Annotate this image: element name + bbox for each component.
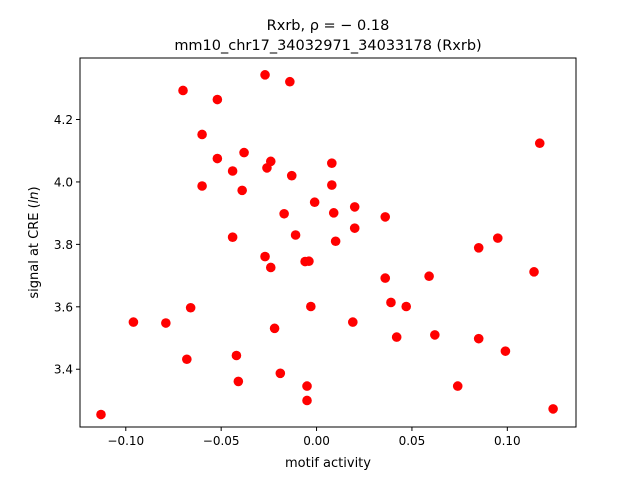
data-point [302, 395, 312, 406]
chart-title-line1: Rxrb, ρ = − 0.18 [267, 18, 390, 34]
data-point [96, 409, 106, 420]
data-point [534, 138, 545, 149]
data-point [265, 156, 276, 167]
data-point [386, 297, 396, 308]
y-axis-label-suffix: ) [27, 186, 42, 191]
x-axis-label: motif activity [285, 456, 371, 471]
y-axis-label-italic: ln [27, 191, 42, 203]
data-point [302, 381, 312, 391]
data-point [231, 350, 242, 361]
y-tick-label: 3.4 [54, 363, 73, 377]
data-points [96, 70, 558, 420]
data-point [349, 202, 360, 212]
data-point [285, 76, 295, 87]
data-point [309, 197, 320, 208]
data-point [380, 273, 391, 283]
data-point [161, 318, 171, 328]
data-point [128, 317, 139, 327]
data-point [391, 332, 402, 342]
data-point [260, 251, 270, 262]
x-tick-label: −0.05 [203, 434, 240, 448]
data-point [269, 323, 280, 334]
data-point [233, 376, 244, 387]
x-tick-label: 0.05 [399, 434, 426, 448]
data-point [330, 236, 341, 247]
data-point [304, 256, 314, 267]
x-tick-label: 0.00 [303, 434, 330, 448]
data-point [529, 267, 539, 277]
y-axis-ticks: 3.4 3.6 3.8 4.0 4.2 [54, 113, 80, 377]
y-tick-label: 3.6 [54, 300, 73, 314]
data-point [185, 302, 196, 313]
y-tick-label: 3.8 [54, 238, 73, 252]
data-point [349, 223, 360, 233]
data-point [182, 354, 192, 365]
data-point [227, 232, 238, 242]
data-point [473, 243, 484, 253]
y-tick-label: 4.0 [54, 175, 73, 189]
data-point [178, 85, 188, 96]
data-point [212, 153, 223, 164]
data-point [279, 208, 289, 219]
data-point [452, 381, 463, 391]
data-point [327, 158, 337, 169]
data-point [197, 129, 207, 140]
data-point [473, 333, 484, 344]
data-point [197, 181, 207, 191]
y-tick-label: 4.2 [54, 113, 73, 127]
data-point [348, 317, 358, 327]
data-point [328, 208, 339, 218]
data-point [286, 170, 297, 181]
x-tick-label: 0.10 [494, 434, 521, 448]
data-point [327, 180, 337, 190]
data-point [492, 233, 503, 243]
data-point [239, 147, 249, 158]
data-point [290, 230, 301, 240]
data-point [227, 166, 238, 176]
plot-area-frame [79, 57, 577, 428]
data-point [212, 94, 223, 105]
data-point [380, 212, 391, 222]
data-point [260, 70, 270, 80]
data-point [237, 185, 247, 196]
data-point [500, 346, 511, 356]
data-point [275, 368, 286, 379]
data-point [430, 330, 440, 340]
data-point [548, 404, 558, 414]
y-axis-label: signal at CRE (ln) [27, 186, 42, 298]
chart-title-line2: mm10_chr17_34032971_34033178 (Rxrb) [174, 38, 481, 54]
x-axis-ticks: −0.10 −0.05 0.00 0.05 0.10 [107, 427, 521, 448]
x-tick-label: −0.10 [107, 434, 144, 448]
data-point [401, 301, 412, 312]
data-point [265, 262, 276, 273]
y-axis-label-prefix: signal at CRE ( [27, 203, 42, 298]
data-point [306, 301, 316, 312]
data-point [424, 271, 434, 282]
